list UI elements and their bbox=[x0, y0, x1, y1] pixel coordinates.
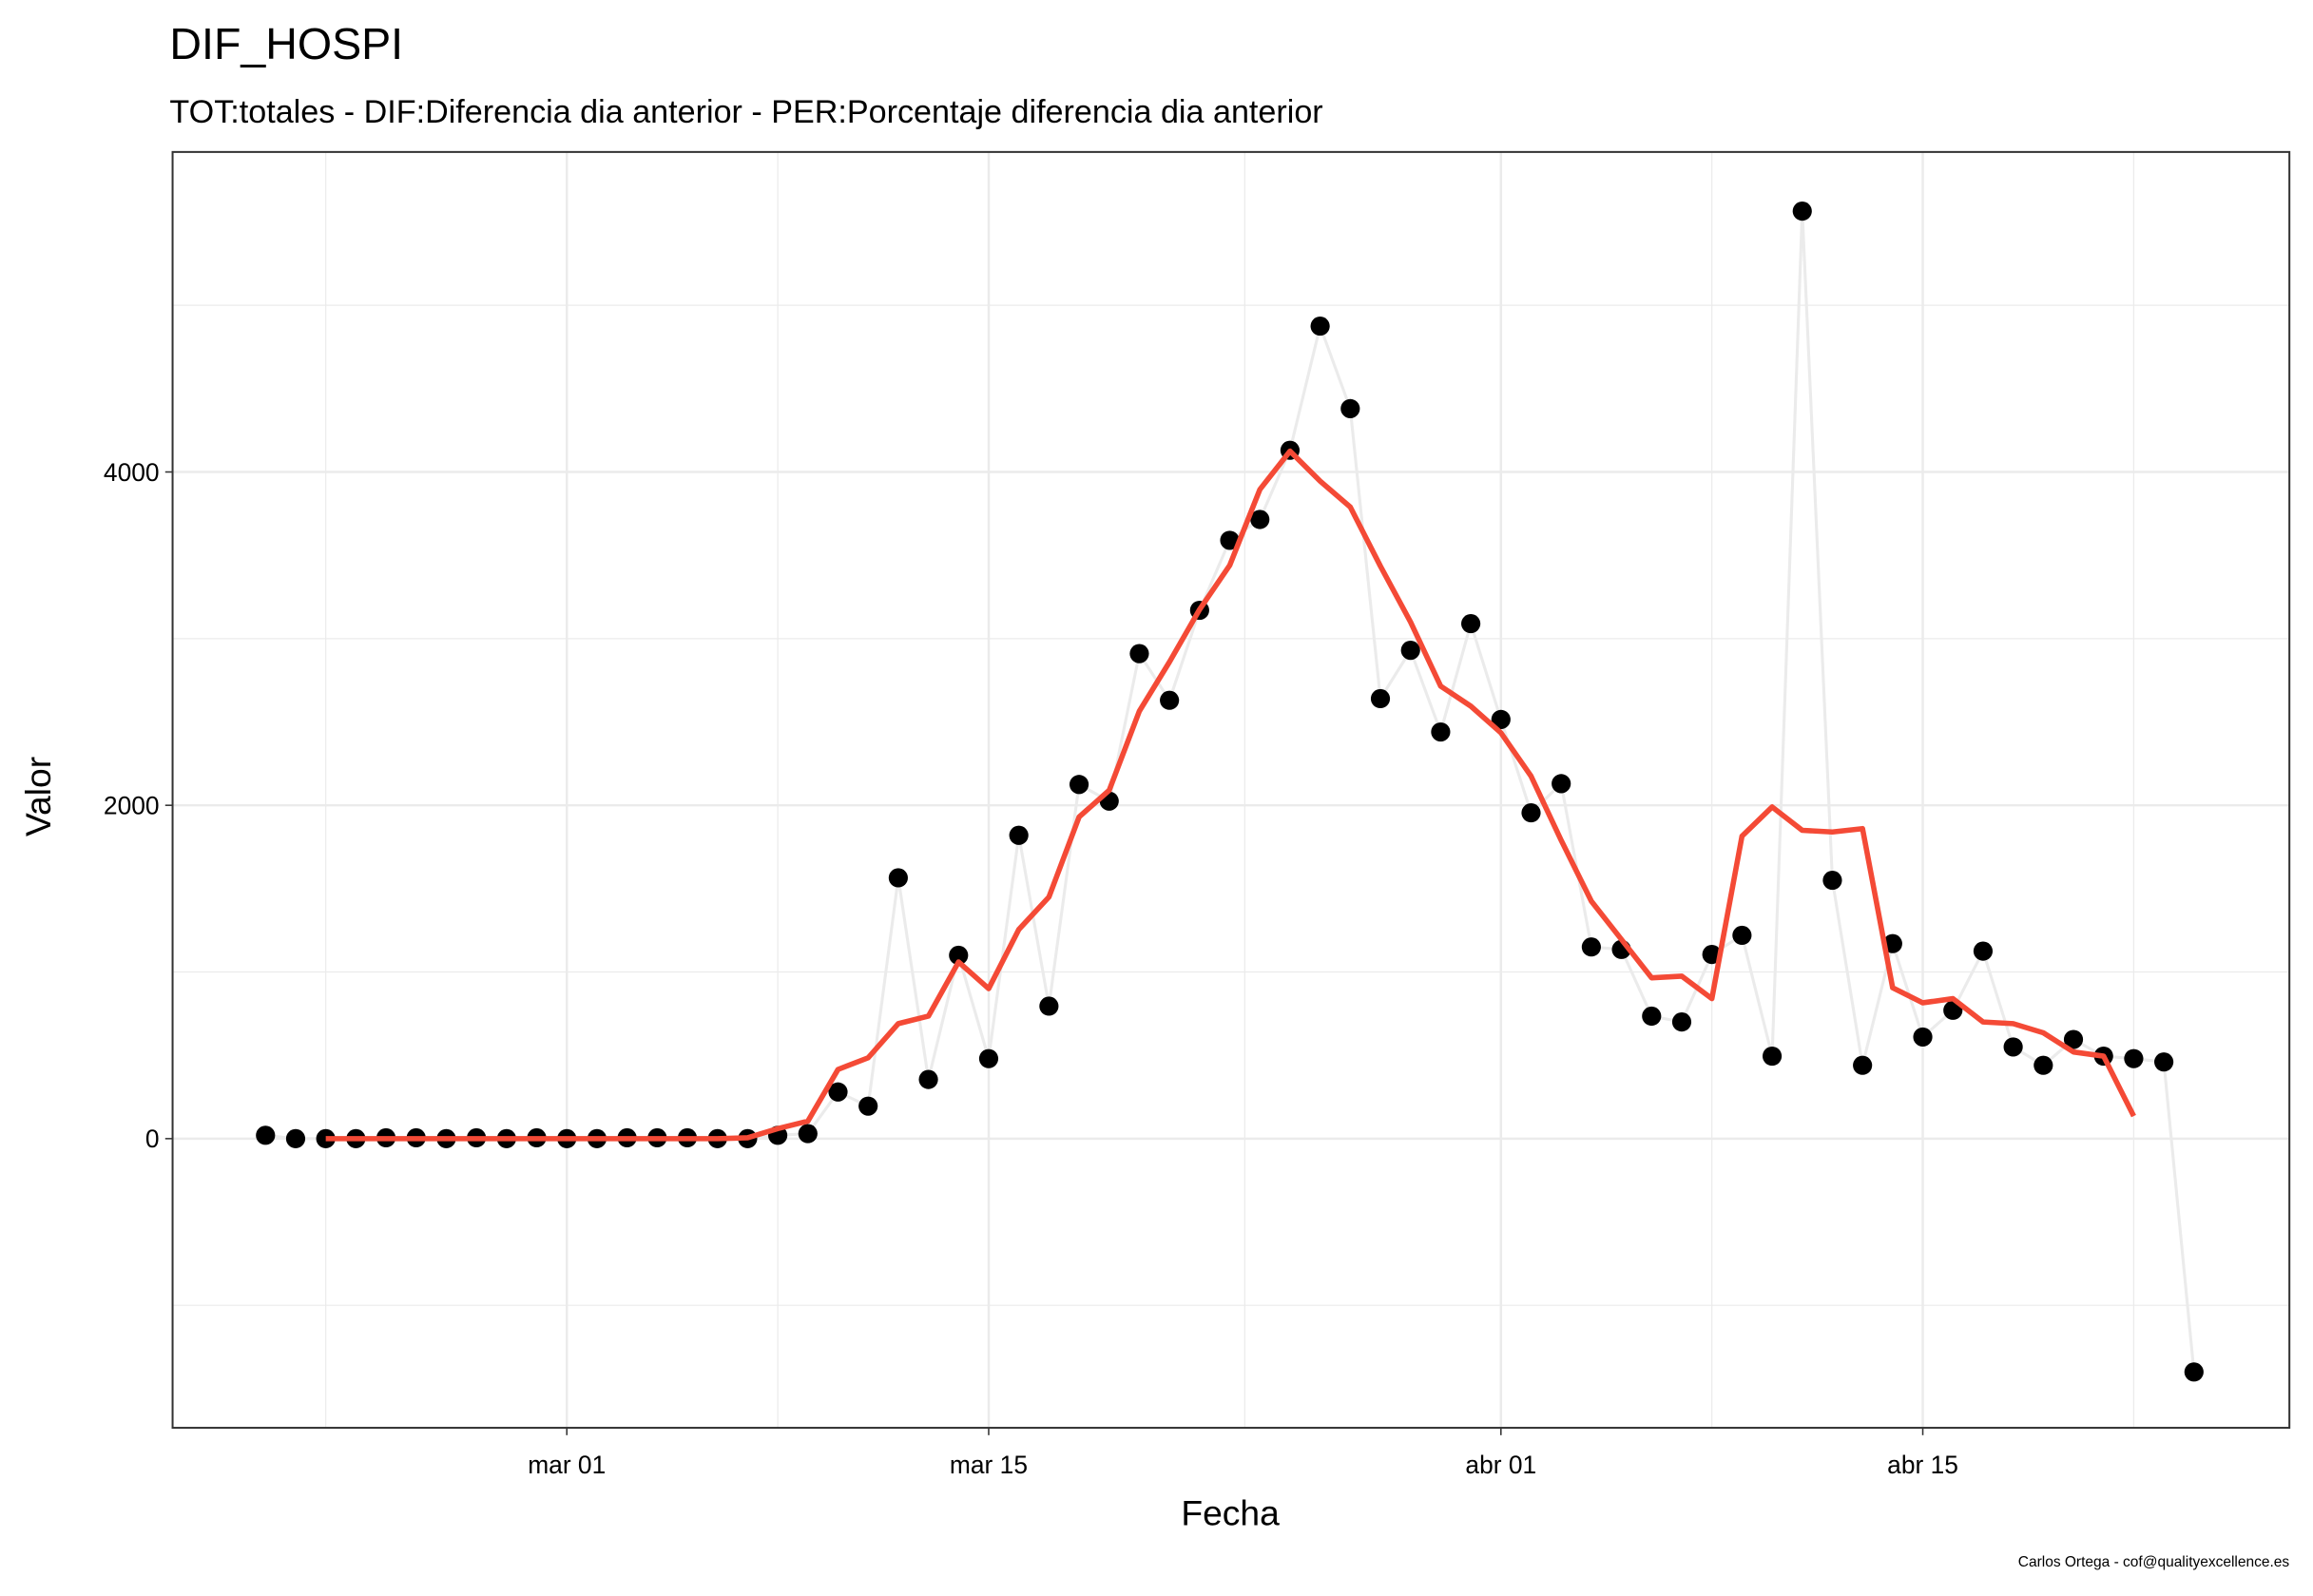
series-line bbox=[325, 448, 2136, 1142]
data-point bbox=[1069, 775, 1089, 795]
plot-border bbox=[171, 150, 2291, 1430]
data-point bbox=[2003, 1037, 2023, 1057]
data-point bbox=[316, 1128, 336, 1148]
data-point bbox=[2154, 1052, 2174, 1072]
data-point bbox=[1431, 721, 1451, 742]
data-point bbox=[918, 1069, 938, 1089]
y-tick-label: 4000 bbox=[104, 458, 160, 487]
data-point bbox=[1220, 530, 1240, 550]
data-point bbox=[888, 868, 908, 888]
data-point bbox=[1491, 709, 1511, 729]
data-point bbox=[1762, 1046, 1783, 1067]
data-point bbox=[1521, 802, 1541, 823]
x-axis-title: Fecha bbox=[1181, 1492, 1280, 1532]
plot-background bbox=[172, 151, 2290, 1429]
data-point bbox=[1370, 688, 1391, 709]
data-point bbox=[2063, 1029, 2084, 1049]
data-point bbox=[1129, 644, 1149, 663]
data-point bbox=[1671, 1012, 1692, 1032]
y-tick-label: 2000 bbox=[104, 791, 160, 819]
data-point bbox=[256, 1125, 276, 1145]
data-point bbox=[1160, 690, 1180, 710]
data-point bbox=[2184, 1362, 2204, 1382]
data-point bbox=[1822, 870, 1842, 891]
caption: Carlos Ortega - cof@qualityexcellence.es bbox=[2018, 1554, 2290, 1570]
data-point bbox=[1461, 613, 1481, 634]
x-tick-label: mar 15 bbox=[950, 1451, 1028, 1479]
data-point bbox=[1310, 317, 1330, 337]
data-point bbox=[285, 1128, 306, 1148]
x-tick-label: abr 15 bbox=[1887, 1451, 1958, 1479]
data-point bbox=[828, 1082, 848, 1102]
data-point bbox=[1400, 641, 1420, 661]
y-axis-title: Valor bbox=[18, 757, 58, 836]
data-point bbox=[1581, 937, 1601, 957]
data-point bbox=[1340, 398, 1360, 418]
data-point bbox=[1792, 202, 1812, 221]
data-point bbox=[1009, 825, 1029, 845]
data-point bbox=[1853, 1055, 1873, 1075]
data-point bbox=[1250, 510, 1270, 529]
x-tick-label: abr 01 bbox=[1465, 1451, 1536, 1479]
data-point bbox=[858, 1096, 878, 1116]
data-point bbox=[1039, 996, 1059, 1016]
data-point bbox=[1913, 1027, 1933, 1047]
data-point bbox=[2034, 1055, 2053, 1075]
data-point bbox=[1552, 774, 1571, 794]
chart-title: DIF_HOSPI bbox=[169, 19, 403, 68]
data-point bbox=[1642, 1006, 1662, 1027]
data-point bbox=[949, 945, 969, 966]
data-point bbox=[1732, 925, 1752, 946]
data-point bbox=[2124, 1048, 2144, 1068]
data-point bbox=[978, 1048, 999, 1068]
y-tick-label: 0 bbox=[145, 1125, 160, 1153]
data-point bbox=[798, 1124, 818, 1144]
x-tick-label: mar 01 bbox=[528, 1451, 606, 1479]
data-point bbox=[1973, 941, 1994, 961]
chart-subtitle: TOT:totales - DIF:Diferencia dia anterio… bbox=[169, 94, 1322, 130]
